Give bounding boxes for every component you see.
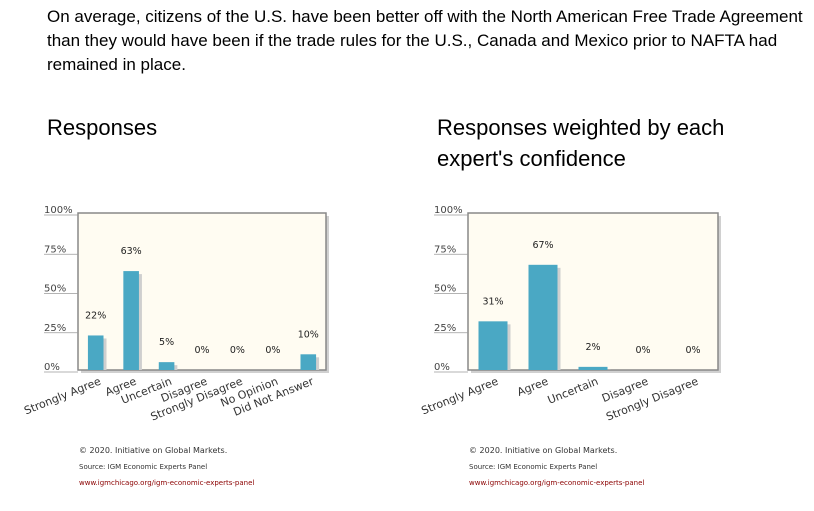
source-left: Source: IGM Economic Experts Panel	[79, 463, 208, 471]
y-tick-label: 75%	[434, 244, 456, 255]
copyright-left: © 2020. Initiative on Global Markets.	[79, 446, 228, 455]
data-label-strongly-disagree: 0%	[685, 345, 700, 356]
y-tick-label: 25%	[44, 323, 66, 334]
category-label-strongly-agree: Strongly Agree	[22, 375, 103, 418]
y-tick-label: 25%	[434, 323, 456, 334]
copyright-right: © 2020. Initiative on Global Markets.	[469, 446, 618, 455]
bar-strongly-agree	[478, 321, 508, 370]
bar-agree	[528, 264, 558, 370]
bar-uncertain	[158, 362, 175, 370]
data-label-agree: 67%	[532, 240, 553, 251]
bar-strongly-agree	[87, 335, 104, 370]
data-label-strongly-agree: 31%	[482, 296, 503, 307]
data-label-uncertain: 2%	[585, 342, 600, 353]
source-right: Source: IGM Economic Experts Panel	[469, 463, 598, 471]
y-tick-label: 100%	[434, 205, 463, 216]
data-label-uncertain: 5%	[159, 337, 174, 348]
y-tick-label: 0%	[44, 362, 60, 373]
data-label-agree: 63%	[121, 246, 142, 257]
responses-chart: 0%25%50%75%100%22%Strongly Agree63%Agree…	[22, 205, 329, 424]
weighted-responses-title: Responses weighted by each expert's conf…	[437, 115, 725, 171]
y-tick-label: 100%	[44, 205, 73, 216]
y-tick-label: 50%	[44, 284, 66, 295]
survey-question: On average, citizens of the U.S. have be…	[47, 7, 803, 74]
y-tick-label: 75%	[44, 244, 66, 255]
responses-title: Responses	[47, 115, 158, 140]
weighted-responses-chart: 0%25%50%75%100%31%Strongly Agree67%Agree…	[420, 205, 721, 424]
bar-uncertain	[578, 366, 608, 370]
y-tick-label: 50%	[434, 284, 456, 295]
data-label-no-opinion: 0%	[265, 345, 280, 356]
category-label-uncertain: Uncertain	[546, 375, 600, 407]
plot-area	[77, 212, 327, 371]
data-label-disagree: 0%	[635, 345, 650, 356]
data-label-strongly-agree: 22%	[85, 310, 106, 321]
data-label-strongly-disagree: 0%	[230, 345, 245, 356]
data-label-did-not-answer: 10%	[298, 329, 319, 340]
bar-agree	[123, 271, 139, 370]
url-link-right[interactable]: www.igmchicago.org/igm-economic-experts-…	[469, 479, 645, 487]
bar-did-not-answer	[300, 354, 317, 370]
y-tick-label: 0%	[434, 362, 450, 373]
url-link-left[interactable]: www.igmchicago.org/igm-economic-experts-…	[79, 479, 255, 487]
data-label-disagree: 0%	[194, 345, 209, 356]
category-label-strongly-agree: Strongly Agree	[420, 375, 501, 418]
